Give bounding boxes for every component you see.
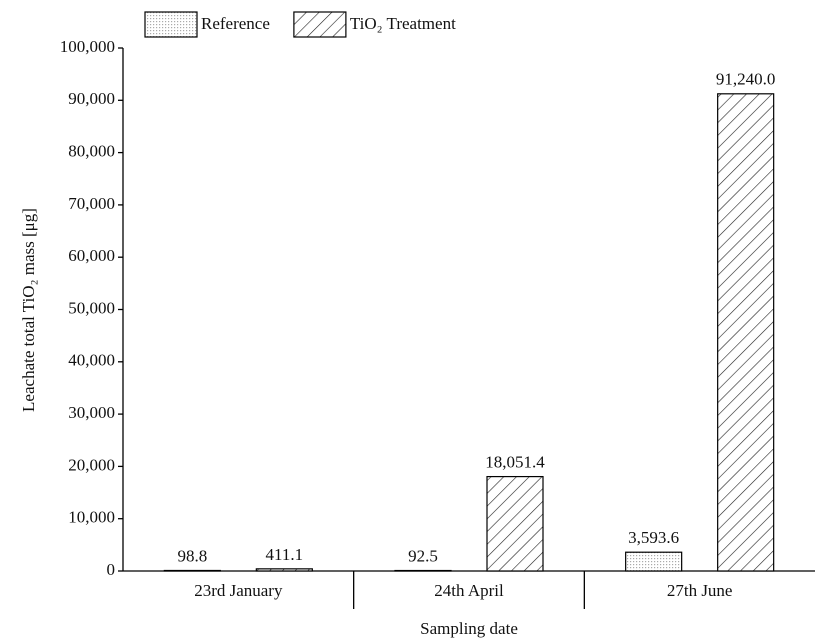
y-tick-label: 60,000 xyxy=(68,246,115,265)
legend-label: TiO₂ Treatment xyxy=(350,14,456,33)
value-label: 18,051.4 xyxy=(485,452,545,471)
legend-swatch xyxy=(144,11,198,38)
y-tick-label: 40,000 xyxy=(68,351,115,370)
bar xyxy=(625,551,683,572)
y-tick-label: 20,000 xyxy=(68,455,115,474)
x-tick-label: 24th April xyxy=(434,581,504,600)
y-tick-label: 30,000 xyxy=(68,403,115,422)
value-label: 3,593.6 xyxy=(628,528,679,547)
value-label: 91,240.0 xyxy=(716,70,776,89)
y-tick-label: 10,000 xyxy=(68,508,115,527)
y-tick-label: 0 xyxy=(107,560,116,579)
y-tick-label: 100,000 xyxy=(60,37,115,56)
value-label: 98.8 xyxy=(177,546,207,565)
bar xyxy=(717,93,775,572)
x-tick-label: 27th June xyxy=(667,581,733,600)
y-tick-label: 50,000 xyxy=(68,298,115,317)
bar xyxy=(255,568,313,572)
x-tick-label: 23rd January xyxy=(194,581,283,600)
y-tick-label: 80,000 xyxy=(68,142,115,161)
x-axis-title: Sampling date xyxy=(420,619,518,638)
y-tick-label: 90,000 xyxy=(68,89,115,108)
legend-swatch xyxy=(293,11,347,38)
value-label: 92.5 xyxy=(408,546,438,565)
bar xyxy=(486,475,544,572)
y-tick-label: 70,000 xyxy=(68,194,115,213)
value-label: 411.1 xyxy=(266,545,304,564)
bar xyxy=(163,569,221,572)
y-axis-title: Leachate total TiO₂ mass [μg] xyxy=(19,208,38,412)
legend-label: Reference xyxy=(201,14,270,33)
